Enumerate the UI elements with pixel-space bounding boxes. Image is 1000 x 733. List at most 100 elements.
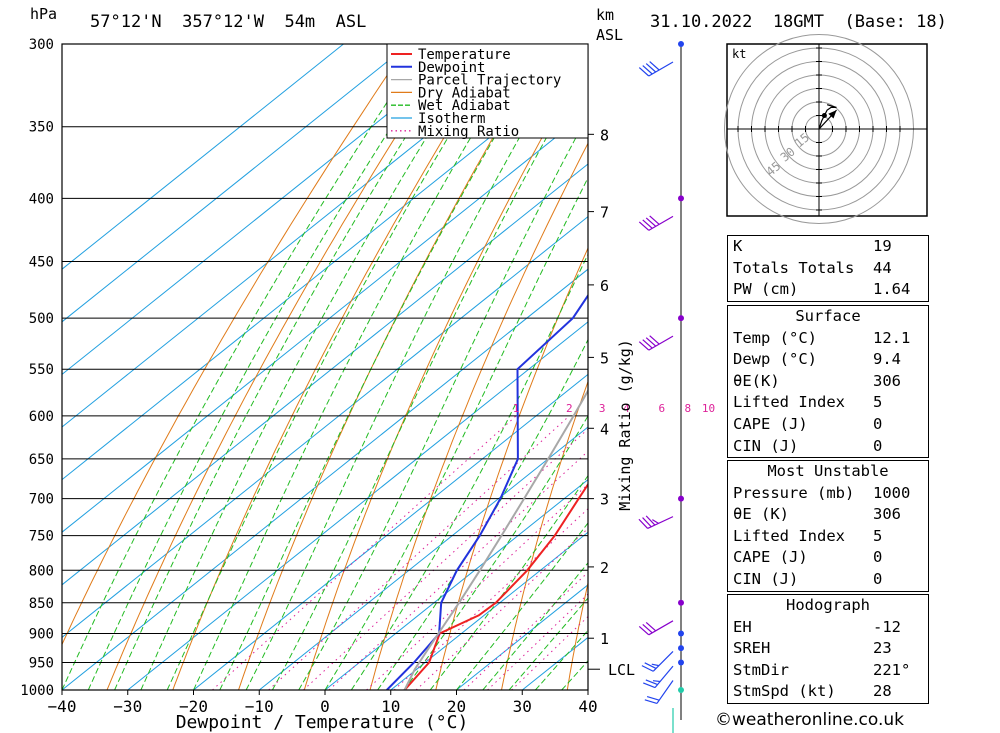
wet-adiabat-line <box>114 44 466 690</box>
wet-adiabat-line <box>482 562 588 690</box>
height-km-axis: 1 2 3 4 5 6 7 8 LCL <box>588 126 635 679</box>
hodograph-trace <box>818 104 837 130</box>
isobar-lines <box>62 43 588 691</box>
wind-level-dot <box>678 630 684 637</box>
wind-barb-flag <box>644 699 658 704</box>
hodograph-dot <box>821 113 827 118</box>
height-unit-km: km <box>596 6 615 24</box>
height-tick-label: 5 <box>600 349 609 367</box>
wind-barb-flag <box>649 215 660 225</box>
legend-label: Isotherm <box>418 111 485 127</box>
pressure-tick-label: 850 <box>29 596 54 612</box>
wind-barb-staff <box>648 215 674 231</box>
general-indices-table: K 19 Totals Totals 44 PW (cm) 1.64 <box>727 235 929 302</box>
pressure-tick-label: 550 <box>29 362 54 378</box>
wet-adiabat-line <box>271 62 588 690</box>
pressure-tick-label: 300 <box>29 37 54 53</box>
pressure-tick-label: 950 <box>29 655 54 671</box>
mixing-ratio-label: 10 <box>702 402 715 415</box>
wind-level-dot <box>678 495 684 502</box>
wind-level-dot <box>678 645 684 652</box>
wind-barb-flag <box>638 518 649 529</box>
index-row: θE (K) 306 <box>733 505 901 524</box>
wind-level-dot <box>678 659 684 666</box>
hodograph-indices-table: Hodograph EH -12 SREH 23 StmDir 221° StmSpd… <box>727 594 929 704</box>
isotherm-line <box>62 44 410 323</box>
isotherm-line <box>324 478 588 690</box>
wind-barb-flag <box>638 341 650 351</box>
wind-barb-flag <box>645 217 657 227</box>
wind-barb-flag <box>638 221 650 231</box>
index-row: Pressure (mb) 1000 <box>733 483 911 502</box>
wet-adiabat-line <box>140 44 486 690</box>
temperature-tick-label: −20 <box>179 697 208 716</box>
height-tick-label: 8 <box>600 126 609 144</box>
temperature-tick-label: −40 <box>48 697 77 716</box>
wind-barb-staff <box>647 516 674 530</box>
surface-title: Surface <box>795 307 861 325</box>
mixing-ratio-label: 8 <box>685 402 692 415</box>
plot-frame <box>61 43 589 691</box>
x-axis-label: Dewpoint / Temperature (°C) <box>176 712 469 733</box>
pressure-unit-label: hPa <box>30 5 58 23</box>
index-row: StmSpd (kt) 28 <box>733 682 892 701</box>
temperature-tick-label: −30 <box>113 697 142 716</box>
index-row: CIN (J) 0 <box>733 569 883 588</box>
isotherm-line <box>62 44 344 270</box>
pressure-tick-label: 900 <box>29 626 54 642</box>
mixing-ratio-label: 4 <box>623 402 630 415</box>
isotherm-line <box>62 215 588 639</box>
dewpoint-line <box>386 293 588 690</box>
mixing-ratio-axis-label: Mixing Ratio (g/kg) <box>616 339 634 511</box>
legend-box <box>386 43 589 139</box>
temperature-tick-label: 40 <box>578 697 597 716</box>
pressure-tick-label: 700 <box>29 492 54 508</box>
wind-barb-flag <box>644 662 657 669</box>
index-row: SREH 23 <box>733 639 892 658</box>
height-tick-label: 4 <box>600 420 609 438</box>
storm-motion-arrowhead <box>828 110 837 119</box>
temperature-tick-label: 30 <box>513 697 532 716</box>
index-row: CAPE (J) 0 <box>733 414 883 433</box>
index-row: Temp (°C) 12.1 <box>733 328 911 347</box>
wind-level-dot <box>678 195 684 202</box>
wet-adiabat-line <box>245 44 575 690</box>
credit-text: ©weatheronline.co.uk <box>715 710 905 730</box>
index-row: CIN (J) 0 <box>733 436 883 455</box>
wind-barb-staff <box>648 61 674 77</box>
wind-level-dot <box>678 315 684 322</box>
height-unit-asl: ASL <box>596 26 624 44</box>
wind-level-dot <box>678 41 684 47</box>
mixing-ratio-label: 1 <box>513 402 520 415</box>
wind-barb-flag <box>638 625 650 636</box>
wind-barb-flag <box>649 335 660 345</box>
dry-adiabat-line <box>960 44 1000 690</box>
wet-adiabat-line <box>403 415 588 690</box>
wind-profile <box>638 41 684 733</box>
wet-adiabat-line <box>193 44 528 690</box>
height-tick-label: 7 <box>600 204 609 222</box>
temperature-tick-labels: −40 −30 −20 −10 0 10 20 30 40 <box>48 690 598 716</box>
isotherm-line <box>62 163 588 586</box>
wind-barb-flag <box>652 519 659 524</box>
wind-level-dot <box>678 687 684 693</box>
wind-barb-flag <box>645 621 657 632</box>
wet-adiabat-line <box>87 44 446 690</box>
legend-label: Dry Adiabat <box>418 85 511 101</box>
parcel-trajectory-line <box>403 388 588 690</box>
pressure-tick-label: 500 <box>29 311 54 327</box>
pressure-tick-label: 350 <box>29 120 54 136</box>
legend-label: Dewpoint <box>418 60 485 76</box>
isotherm-line <box>62 58 588 481</box>
isotherm-line <box>62 110 588 533</box>
wind-barb-flag <box>642 517 652 528</box>
isotherm-line <box>62 44 542 428</box>
most-unstable-title: Most Unstable <box>767 462 889 480</box>
legend-label: Wet Adiabat <box>418 98 511 114</box>
dry-adiabat-line <box>106 44 456 690</box>
wind-barb-flag <box>642 339 653 349</box>
pressure-tick-label: 750 <box>29 529 54 545</box>
wind-barb-staff <box>656 680 674 704</box>
mixing-ratio-label: 3 <box>599 402 606 415</box>
dry-adiabat-line <box>566 580 588 690</box>
